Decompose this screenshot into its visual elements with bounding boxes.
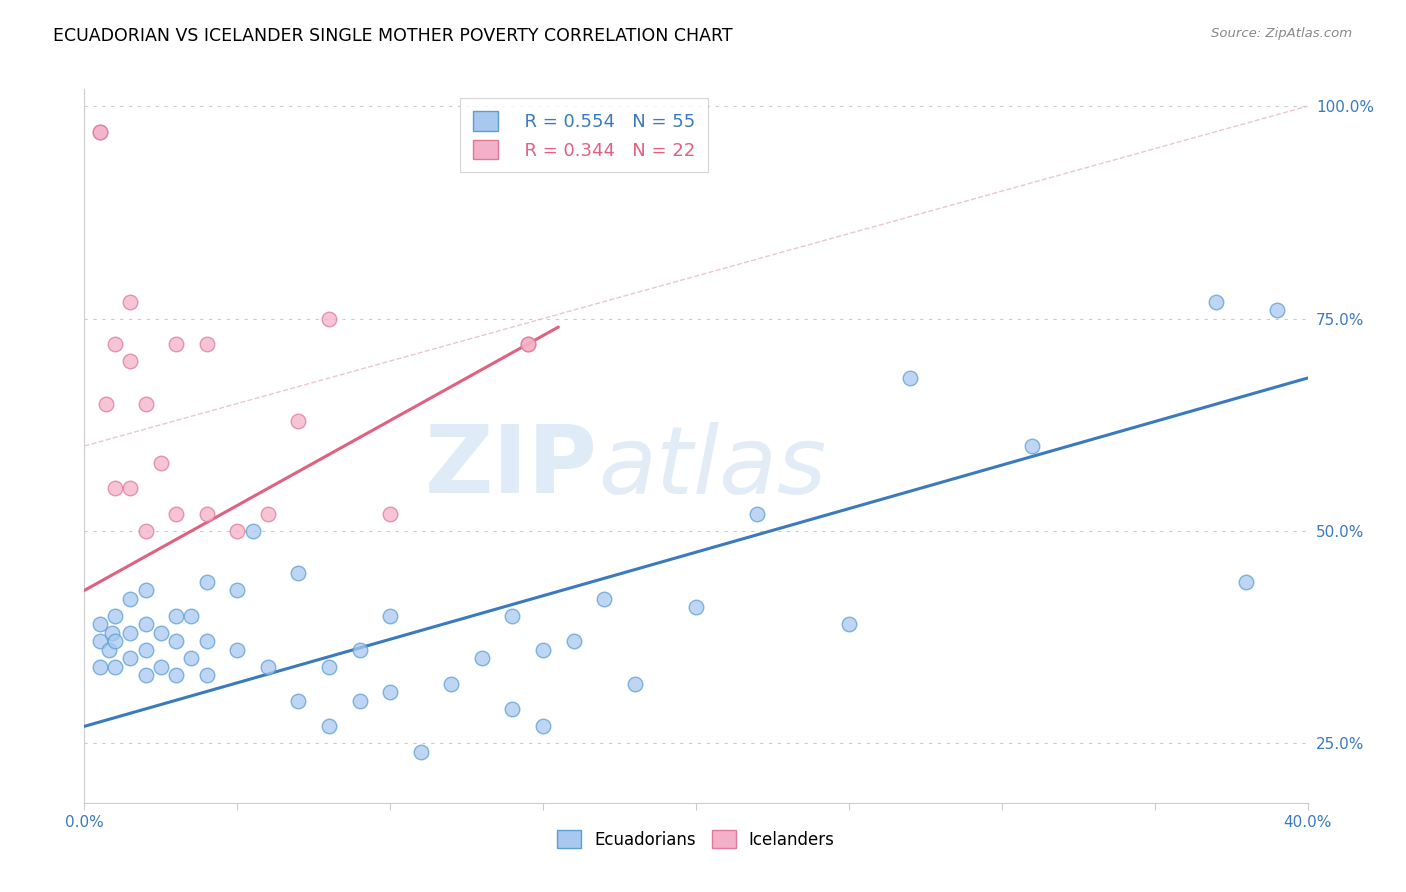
Legend: Ecuadorians, Icelanders: Ecuadorians, Icelanders: [547, 820, 845, 859]
Point: [104, 337, 127, 351]
Text: ECUADORIAN VS ICELANDER SINGLE MOTHER POVERTY CORRELATION CHART: ECUADORIAN VS ICELANDER SINGLE MOTHER PO…: [53, 27, 733, 45]
Point: [120, 651, 142, 665]
Point: [1265, 303, 1288, 318]
Point: [135, 524, 157, 538]
Point: [531, 643, 554, 657]
Point: [226, 524, 249, 538]
Point: [242, 524, 264, 538]
Point: [318, 719, 340, 733]
Point: [165, 337, 187, 351]
Point: [349, 643, 371, 657]
Point: [685, 600, 707, 615]
Point: [1205, 294, 1227, 309]
Point: [531, 719, 554, 733]
Text: atlas: atlas: [598, 422, 827, 513]
Point: [747, 507, 769, 521]
Point: [226, 583, 249, 598]
Point: [502, 608, 524, 623]
Point: [195, 337, 218, 351]
Text: ZIP: ZIP: [425, 421, 598, 514]
Point: [380, 507, 402, 521]
Point: [120, 354, 142, 368]
Point: [195, 574, 218, 589]
Point: [180, 608, 202, 623]
Point: [89, 660, 111, 674]
Point: [94, 396, 117, 410]
Point: [287, 413, 309, 427]
Point: [135, 643, 157, 657]
Point: [593, 591, 616, 606]
Point: [318, 311, 340, 326]
Point: [135, 396, 157, 410]
Point: [104, 660, 127, 674]
Point: [409, 745, 432, 759]
Point: [380, 685, 402, 699]
Point: [562, 634, 585, 648]
Point: [135, 617, 157, 632]
Point: [149, 660, 172, 674]
Point: [287, 566, 309, 581]
Point: [120, 294, 142, 309]
Point: [135, 583, 157, 598]
Point: [149, 456, 172, 470]
Point: [104, 634, 127, 648]
Point: [257, 507, 280, 521]
Point: [165, 608, 187, 623]
Point: [318, 660, 340, 674]
Text: Source: ZipAtlas.com: Source: ZipAtlas.com: [1212, 27, 1353, 40]
Point: [471, 651, 494, 665]
Point: [180, 651, 202, 665]
Point: [898, 371, 921, 385]
Point: [104, 482, 127, 496]
Point: [97, 643, 120, 657]
Point: [502, 702, 524, 716]
Point: [135, 668, 157, 682]
Point: [440, 677, 463, 691]
Point: [165, 668, 187, 682]
Point: [257, 660, 280, 674]
Point: [120, 626, 142, 640]
Point: [287, 694, 309, 708]
Point: [380, 608, 402, 623]
Point: [120, 591, 142, 606]
Point: [89, 617, 111, 632]
Point: [838, 617, 860, 632]
Point: [349, 694, 371, 708]
Point: [101, 626, 124, 640]
Point: [516, 337, 538, 351]
Point: [1021, 439, 1043, 453]
Point: [195, 507, 218, 521]
Point: [149, 626, 172, 640]
Point: [89, 125, 111, 139]
Point: [104, 608, 127, 623]
Point: [1236, 574, 1258, 589]
Point: [624, 677, 647, 691]
Point: [516, 337, 538, 351]
Point: [195, 634, 218, 648]
Point: [165, 507, 187, 521]
Point: [89, 125, 111, 139]
Point: [89, 634, 111, 648]
Point: [120, 482, 142, 496]
Point: [226, 643, 249, 657]
Point: [195, 668, 218, 682]
Point: [165, 634, 187, 648]
